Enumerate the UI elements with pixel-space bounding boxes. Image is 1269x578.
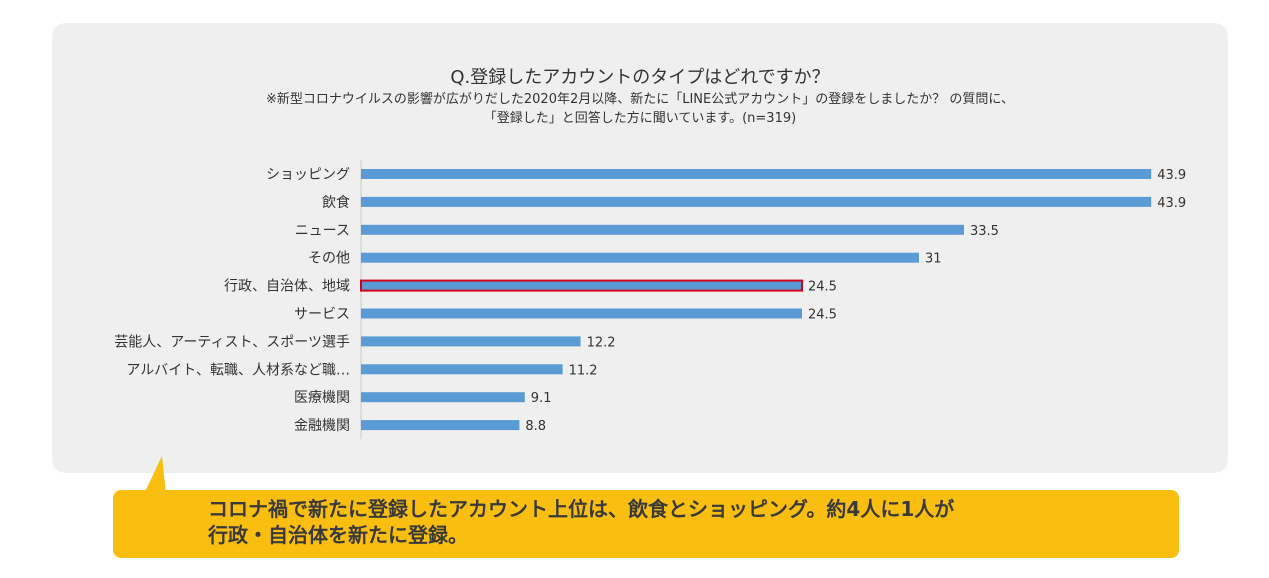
- value-label: 9.1: [531, 391, 552, 406]
- chart-panel: [52, 23, 1228, 473]
- summary-callout: コロナ禍で新たに登録したアカウント上位は、飲食とショッピング。約4人に1人が 行…: [113, 490, 1179, 558]
- category-label: サービス: [294, 307, 350, 323]
- bar: [361, 308, 802, 319]
- category-label: 飲食: [322, 194, 350, 211]
- value-label: 11.2: [569, 363, 598, 378]
- bar: [361, 392, 525, 403]
- bar: [361, 364, 563, 375]
- bar: [361, 252, 919, 263]
- chart-title: Q.登録したアカウントのタイプはどれですか？: [450, 67, 830, 88]
- chart-subtitle-line-2: 「登録した」と回答した方に聞いています。(n=319): [483, 111, 797, 126]
- bar: [361, 336, 581, 347]
- value-label: 31: [925, 252, 942, 267]
- category-label: 芸能人、アーティスト、スポーツ選手: [114, 334, 350, 350]
- category-label: その他: [308, 251, 350, 267]
- value-label: 43.9: [1157, 168, 1186, 183]
- callout-line-2: 行政・自治体を新たに登録。: [208, 523, 468, 547]
- value-label: 12.2: [587, 335, 616, 350]
- bar-highlighted: [360, 279, 803, 292]
- callout-line-1: コロナ禍で新たに登録したアカウント上位は、飲食とショッピング。約4人に1人が: [208, 497, 955, 521]
- category-label: 金融機関: [294, 418, 350, 434]
- category-label: 行政、自治体、地域: [224, 279, 350, 295]
- category-label: ニュース: [295, 223, 350, 239]
- chart-title-block: Q.登録したアカウントのタイプはどれですか？ ※新型コロナウイルスの影響が広がり…: [52, 66, 1228, 128]
- value-label: 33.5: [970, 224, 999, 239]
- bar: [361, 196, 1152, 207]
- bar: [361, 420, 520, 431]
- category-label: ショッピング: [266, 167, 350, 183]
- bar: [361, 169, 1152, 179]
- callout-text: コロナ禍で新たに登録したアカウント上位は、飲食とショッピング。約4人に1人が 行…: [208, 496, 1148, 548]
- value-label: 43.9: [1157, 196, 1186, 211]
- category-label: アルバイト、転職、人材系など職…: [126, 362, 350, 378]
- value-label: 24.5: [808, 280, 837, 295]
- value-label: 8.8: [525, 419, 546, 434]
- category-label: 医療機関: [294, 389, 350, 406]
- callout-tail: [144, 456, 166, 494]
- bar: [361, 224, 964, 235]
- chart-subtitle-line-1: ※新型コロナウイルスの影響が広がりだした2020年2月以降、新たに「LINE公式…: [265, 92, 1014, 107]
- value-label: 24.5: [808, 308, 837, 323]
